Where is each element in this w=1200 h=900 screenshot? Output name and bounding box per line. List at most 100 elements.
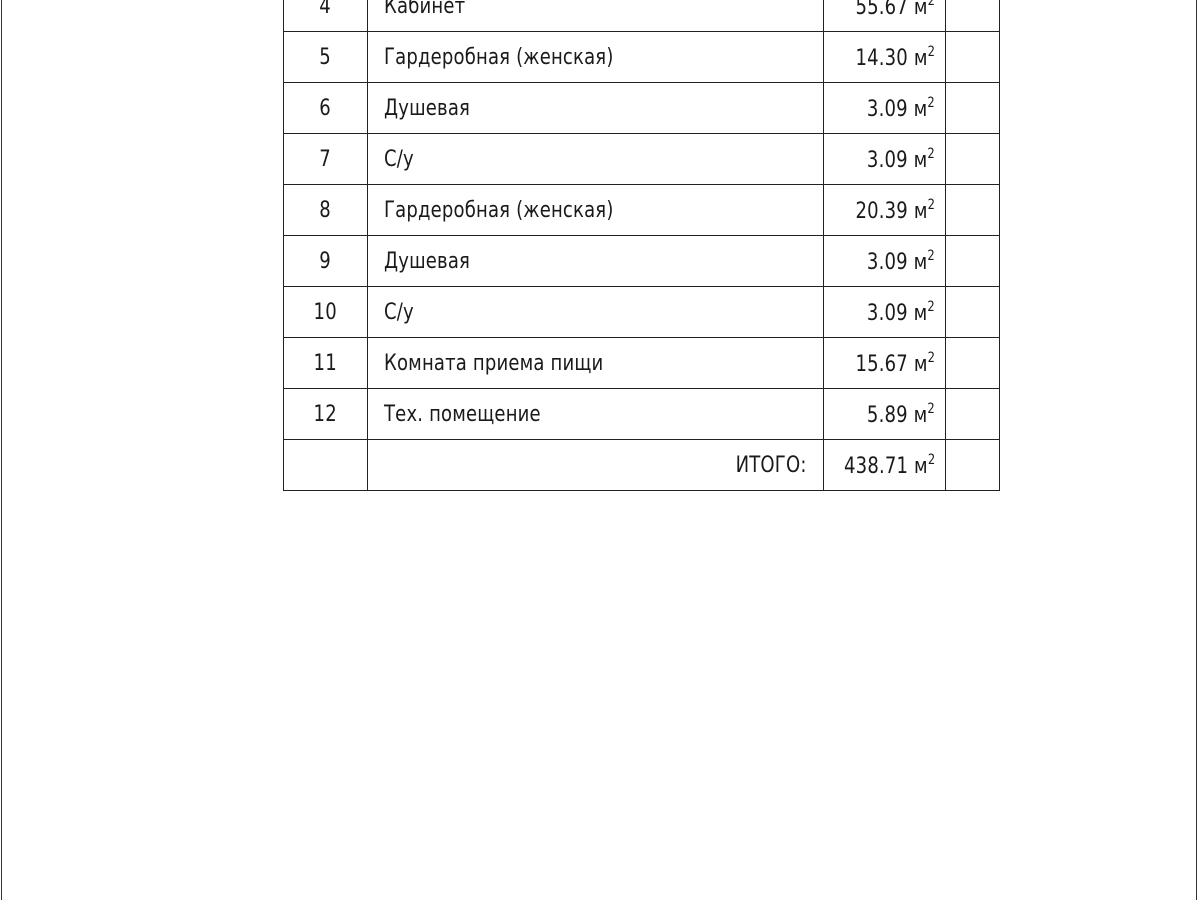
room-number-text: 6 [319, 95, 332, 121]
area-exponent: 2 [927, 400, 936, 417]
area-unit: м [914, 249, 928, 275]
room-name: С/у [367, 133, 824, 185]
empty-cell [945, 439, 1001, 491]
empty-cell [945, 184, 1001, 236]
room-name-text: Душевая [384, 95, 471, 121]
area-exponent: 2 [927, 145, 936, 162]
area-value: 14.30 [855, 45, 909, 71]
empty-cell [945, 82, 1001, 134]
room-area: 5.89 м2 [822, 388, 947, 440]
area-value: 3.09 [867, 96, 909, 122]
room-number: 8 [283, 184, 368, 236]
room-name-text: Тех. помещение [384, 401, 541, 427]
room-number-text: 5 [319, 44, 332, 70]
area-unit: м [914, 0, 928, 20]
area-value: 15.67 [855, 351, 909, 377]
area-exponent: 2 [927, 349, 936, 366]
room-area-table: 4 Кабинет 55.67 м2 5 Гардеробная (женска… [283, 0, 1001, 491]
table-row: 10 С/у 3.09 м2 [283, 286, 1001, 338]
room-number-text: 7 [319, 146, 332, 172]
area-value: 20.39 [855, 198, 909, 224]
area-unit: м [914, 198, 928, 224]
table-row: 6 Душевая 3.09 м2 [283, 82, 1001, 134]
area-value: 55.67 [855, 0, 909, 20]
table-row: 7 С/у 3.09 м2 [283, 133, 1001, 185]
area-value: 3.09 [867, 300, 909, 326]
table-row: 8 Гардеробная (женская) 20.39 м2 [283, 184, 1001, 236]
table-row: 5 Гардеробная (женская) 14.30 м2 [283, 31, 1001, 83]
room-name-text: Гардеробная (женская) [384, 44, 614, 70]
room-name: Комната приема пищи [367, 337, 824, 389]
area-unit: м [914, 453, 928, 479]
room-number-text: 12 [313, 401, 338, 427]
room-name-text: Кабинет [384, 0, 466, 19]
area-value: 3.09 [867, 249, 909, 275]
area-unit: м [914, 45, 928, 71]
room-name-text: С/у [384, 146, 414, 172]
room-number: 10 [283, 286, 368, 338]
room-area: 20.39 м2 [822, 184, 947, 236]
empty-cell [945, 337, 1001, 389]
area-exponent: 2 [927, 43, 936, 60]
table-row: 12 Тех. помещение 5.89 м2 [283, 388, 1001, 440]
room-number: 5 [283, 31, 368, 83]
table-row: 4 Кабинет 55.67 м2 [283, 0, 1001, 32]
area-unit: м [914, 147, 928, 173]
area-exponent: 2 [927, 94, 936, 111]
empty-cell [283, 439, 368, 491]
room-name: Кабинет [367, 0, 824, 32]
room-name-text: Гардеробная (женская) [384, 197, 614, 223]
table-row: 11 Комната приема пищи 15.67 м2 [283, 337, 1001, 389]
empty-cell [945, 0, 1001, 32]
area-exponent: 2 [927, 298, 936, 315]
room-name: Тех. помещение [367, 388, 824, 440]
room-area: 3.09 м2 [822, 235, 947, 287]
room-area: 15.67 м2 [822, 337, 947, 389]
room-number-text: 9 [319, 248, 332, 274]
room-number: 7 [283, 133, 368, 185]
table-row: 9 Душевая 3.09 м2 [283, 235, 1001, 287]
room-name: Душевая [367, 235, 824, 287]
area-exponent: 2 [927, 196, 936, 213]
area-exponent: 2 [927, 247, 936, 264]
empty-cell [945, 388, 1001, 440]
room-area: 55.67 м2 [822, 0, 947, 32]
room-number-text: 4 [319, 0, 332, 19]
total-row: ИТОГО: 438.71 м2 [283, 439, 1001, 491]
area-unit: м [914, 402, 928, 428]
area-value: 438.71 [844, 453, 909, 479]
room-number: 4 [283, 0, 368, 32]
room-name: Гардеробная (женская) [367, 184, 824, 236]
room-name-text: С/у [384, 299, 414, 325]
room-number: 9 [283, 235, 368, 287]
room-number-text: 10 [313, 299, 338, 325]
room-name: С/у [367, 286, 824, 338]
empty-cell [945, 235, 1001, 287]
empty-cell [945, 133, 1001, 185]
room-number: 11 [283, 337, 368, 389]
room-name: Гардеробная (женская) [367, 31, 824, 83]
room-area: 3.09 м2 [822, 286, 947, 338]
room-name-text: Комната приема пищи [384, 350, 604, 376]
area-value: 3.09 [867, 147, 909, 173]
room-area: 14.30 м2 [822, 31, 947, 83]
area-unit: м [914, 96, 928, 122]
room-name: Душевая [367, 82, 824, 134]
area-exponent: 2 [927, 0, 936, 9]
room-number: 6 [283, 82, 368, 134]
empty-cell [945, 286, 1001, 338]
empty-cell [945, 31, 1001, 83]
room-area: 3.09 м2 [822, 82, 947, 134]
room-number-text: 11 [313, 350, 338, 376]
room-area: 3.09 м2 [822, 133, 947, 185]
room-name-text: Душевая [384, 248, 471, 274]
area-unit: м [914, 300, 928, 326]
total-label-text: ИТОГО: [736, 452, 807, 478]
area-value: 5.89 [867, 402, 909, 428]
room-number: 12 [283, 388, 368, 440]
area-exponent: 2 [927, 451, 936, 468]
total-area: 438.71 м2 [822, 439, 947, 491]
room-number-text: 8 [319, 197, 332, 223]
total-label: ИТОГО: [367, 439, 824, 491]
